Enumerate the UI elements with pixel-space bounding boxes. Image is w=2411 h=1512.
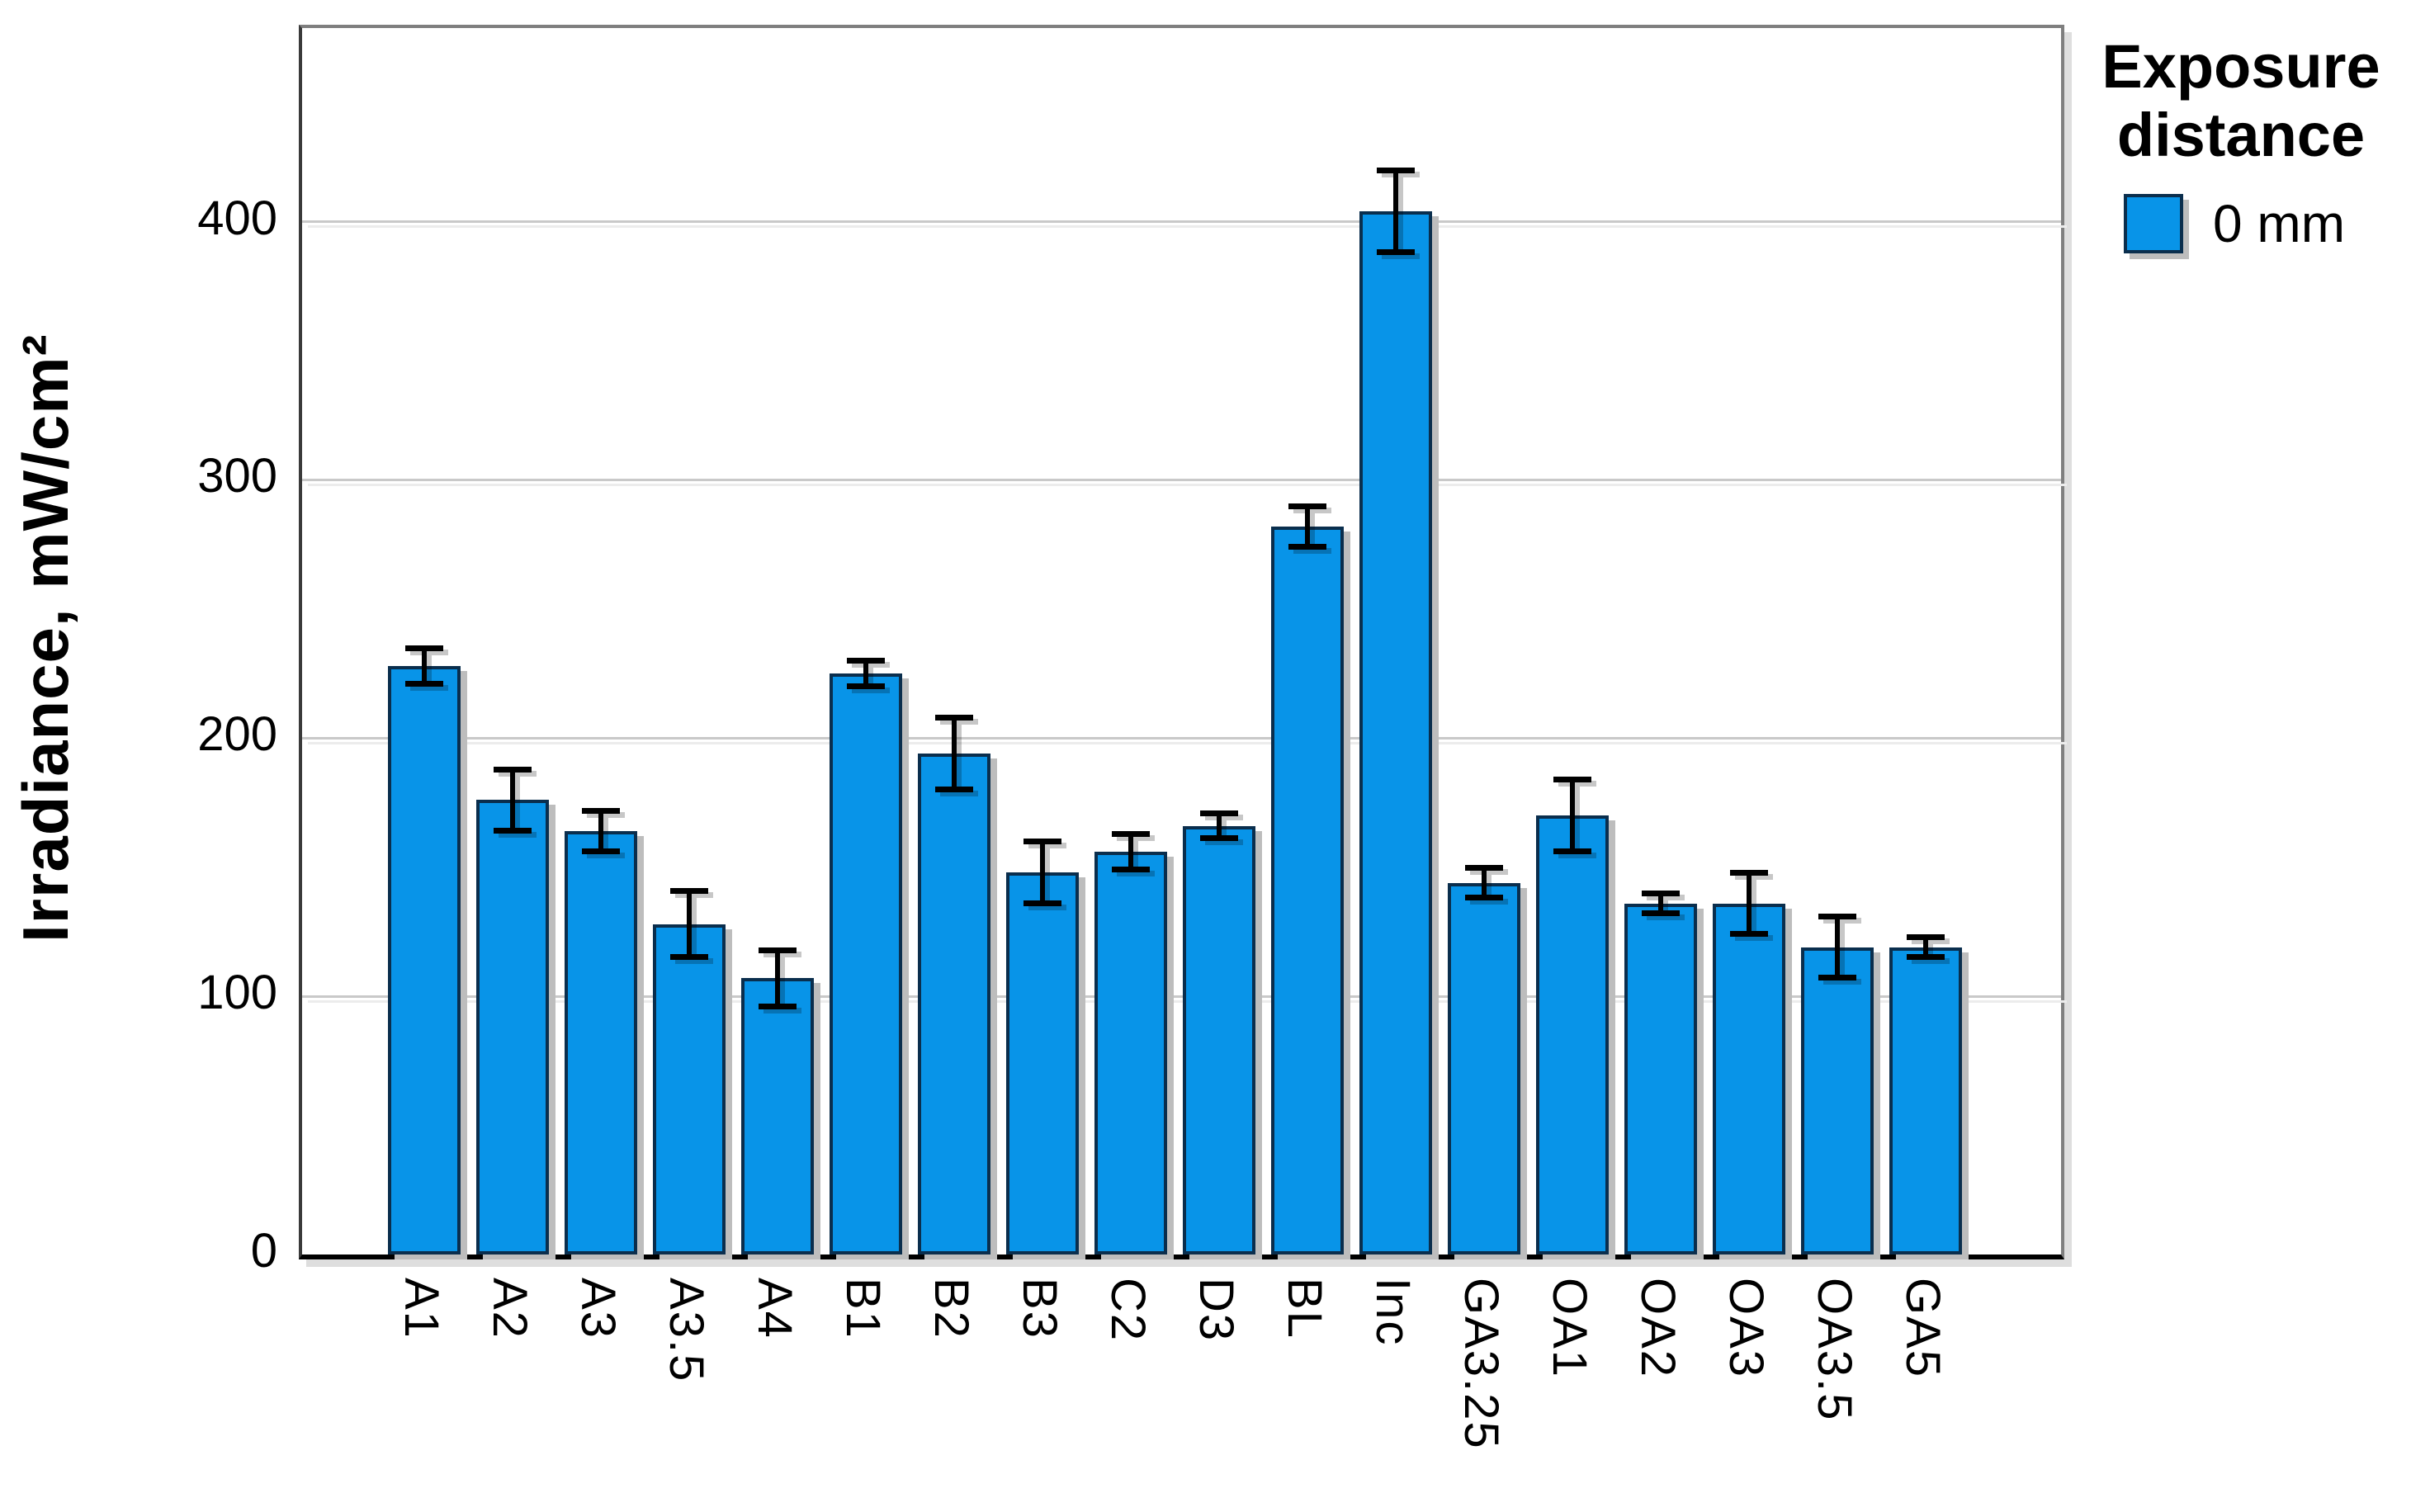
y-tick-label-300: 300 [197, 449, 277, 503]
error-bar-A4 [759, 947, 797, 1009]
x-tick-label-A4: A4 [748, 1278, 801, 1340]
legend: Exposure distance 0 mm [2076, 32, 2406, 254]
error-bar-GA3.25 [1465, 864, 1503, 901]
gridline-200 [302, 736, 2061, 739]
error-bar-A3 [582, 807, 620, 855]
bar-C2 [1094, 851, 1167, 1254]
legend-title-line1: Exposure [2101, 32, 2380, 101]
legend-title: Exposure distance [2076, 32, 2406, 170]
bar-B1 [830, 673, 902, 1254]
bar-A2 [476, 800, 549, 1254]
bar-OA3 [1713, 903, 1785, 1254]
x-tick-label-A3: A3 [571, 1278, 625, 1340]
x-tick-label-GA3.25: GA3.25 [1454, 1278, 1508, 1450]
y-tick-label-400: 400 [197, 191, 277, 245]
x-tick-label-OA2: OA2 [1631, 1278, 1685, 1379]
x-tick-label-B1: B1 [836, 1278, 890, 1340]
bar-GA3.25 [1448, 882, 1520, 1254]
error-bar-B1 [847, 658, 885, 689]
legend-swatch [2124, 193, 2183, 253]
bar-A1 [388, 665, 461, 1254]
x-tick-label-OA1: OA1 [1543, 1278, 1596, 1379]
error-bar-A1 [405, 645, 443, 687]
gridline-400 [302, 220, 2061, 224]
gridline-100 [302, 995, 2061, 998]
bar-OA1 [1536, 815, 1609, 1254]
x-tick-label-OA3.5: OA3.5 [1808, 1278, 1861, 1422]
x-tick-label-A1: A1 [395, 1278, 448, 1340]
bar-Inc [1359, 211, 1432, 1254]
bar-B3 [1006, 872, 1079, 1254]
bar-GA5 [1889, 947, 1962, 1254]
legend-item-label: 0 mm [2213, 193, 2345, 253]
x-tick-label-B3: B3 [1013, 1278, 1066, 1340]
x-tick-label-BL: BL [1278, 1278, 1331, 1340]
plot-area [299, 25, 2064, 1259]
y-tick-label-200: 200 [197, 707, 277, 762]
bar-B2 [918, 754, 990, 1254]
bar-D3 [1183, 825, 1255, 1254]
x-tick-label-D3: D3 [1189, 1278, 1243, 1343]
legend-item: 0 mm [2124, 193, 2406, 254]
x-tick-label-C2: C2 [1101, 1278, 1155, 1343]
bar-OA3.5 [1801, 947, 1874, 1254]
x-tick-label-A3.5: A3.5 [659, 1278, 713, 1383]
error-bar-GA5 [1907, 934, 1945, 961]
gridline-300 [302, 478, 2061, 481]
error-bar-BL [1288, 503, 1326, 550]
error-bar-OA1 [1553, 777, 1591, 855]
error-bar-D3 [1200, 810, 1238, 842]
error-bar-OA3 [1730, 869, 1768, 938]
y-tick-label-0: 0 [250, 1224, 277, 1278]
bar-A3 [565, 830, 637, 1254]
error-bar-A3.5 [670, 887, 708, 961]
y-tick-label-100: 100 [197, 966, 277, 1020]
x-tick-label-B2: B2 [924, 1278, 978, 1340]
x-tick-label-GA5: GA5 [1896, 1278, 1950, 1379]
legend-title-line2: distance [2116, 100, 2366, 169]
x-tick-label-OA3: OA3 [1719, 1278, 1773, 1379]
error-bar-C2 [1112, 830, 1150, 872]
bar-BL [1271, 526, 1344, 1254]
bar-OA2 [1624, 903, 1697, 1254]
error-bar-B2 [935, 715, 973, 793]
error-bar-OA3.5 [1818, 914, 1856, 981]
error-bar-A2 [494, 766, 532, 834]
bar-A4 [741, 978, 814, 1254]
error-bar-Inc [1377, 167, 1415, 256]
error-bar-B3 [1023, 839, 1061, 906]
x-tick-label-A2: A2 [483, 1278, 537, 1340]
error-bar-OA2 [1642, 890, 1680, 917]
x-tick-label-Inc: Inc [1366, 1278, 1420, 1347]
bar-A3.5 [653, 924, 726, 1254]
